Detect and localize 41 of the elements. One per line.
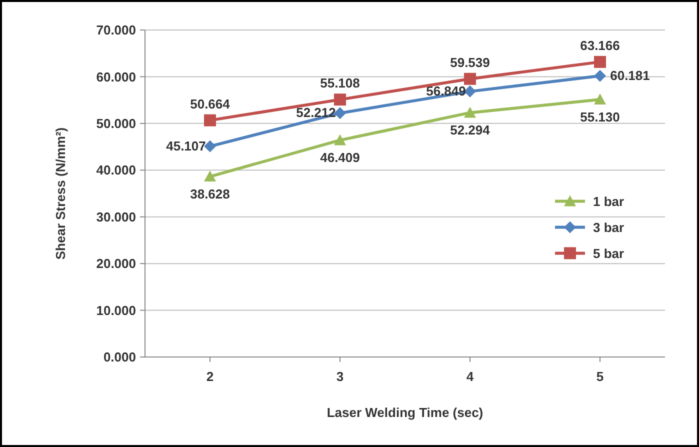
- point: [334, 107, 346, 120]
- x-tick-label: 2: [206, 369, 214, 384]
- data-label: 45.107: [166, 138, 206, 154]
- data-label: 55.108: [320, 76, 360, 91]
- data-label: 38.628: [190, 186, 230, 202]
- data-label: 55.130: [580, 109, 620, 124]
- data-label: 63.166: [580, 38, 620, 53]
- y-tick-label: 10.000: [96, 302, 136, 318]
- point: [334, 94, 346, 106]
- legend-label: 1 bar: [593, 194, 624, 209]
- x-tick-label: 4: [466, 369, 474, 384]
- point: [594, 70, 606, 82]
- y-tick-label: 40.000: [96, 162, 136, 178]
- point: [464, 106, 476, 118]
- x-tick-label: 5: [596, 369, 604, 384]
- y-tick-label: 0.000: [103, 350, 136, 365]
- y-axis-title: Shear Stress (N/mm²): [53, 127, 68, 260]
- point: [464, 85, 476, 98]
- point: [594, 56, 606, 68]
- point: [204, 114, 216, 126]
- point: [464, 72, 476, 85]
- point: [204, 140, 216, 152]
- data-label: 52.212: [296, 105, 336, 120]
- point: [334, 134, 346, 146]
- legend-label: 5 bar: [593, 246, 624, 261]
- legend-label: 3 bar: [593, 220, 624, 235]
- point: [204, 170, 216, 182]
- data-label: 52.294: [450, 122, 491, 138]
- data-label: 56.849: [426, 83, 466, 98]
- y-tick-label: 50.000: [96, 116, 136, 131]
- y-tick-label: 70.000: [96, 22, 136, 38]
- data-label: 60.181: [610, 68, 650, 83]
- y-tick-label: 20.000: [96, 256, 136, 272]
- x-axis-title: Laser Welding Time (sec): [326, 405, 484, 420]
- data-label: 59.539: [450, 54, 490, 70]
- x-tick-label: 3: [336, 369, 344, 384]
- point: [594, 93, 606, 104]
- data-label: 50.664: [190, 96, 231, 112]
- data-label: 46.409: [320, 150, 360, 166]
- y-tick-label: 60.000: [96, 69, 136, 84]
- y-tick-label: 30.000: [96, 209, 136, 224]
